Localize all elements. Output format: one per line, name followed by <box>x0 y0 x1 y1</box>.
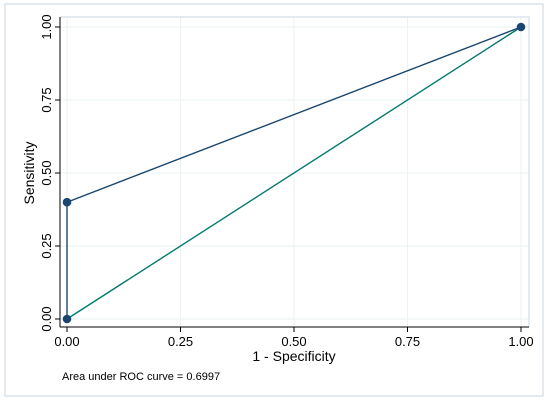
y-tick-label: 0.00 <box>39 306 54 331</box>
x-tick-label: 0.75 <box>395 334 420 349</box>
plot-series <box>62 22 526 324</box>
outer-frame <box>4 3 544 397</box>
roc-point <box>62 314 72 324</box>
grid-lines <box>60 17 529 327</box>
y-tick-label: 0.75 <box>39 87 54 112</box>
roc-point <box>62 197 72 207</box>
y-tick-label: 0.50 <box>39 160 54 185</box>
x-tick-label: 1.00 <box>508 334 533 349</box>
x-tick-label: 0.00 <box>54 334 79 349</box>
roc-point <box>516 22 526 32</box>
y-axis-ticks: 0.00 0.25 0.50 0.75 1.00 <box>39 14 60 332</box>
x-tick-label: 0.25 <box>168 334 193 349</box>
y-axis-title: Sensitivity <box>21 141 37 204</box>
reference-line-line <box>66 26 522 320</box>
auc-annotation: Area under ROC curve = 0.6997 <box>62 371 220 383</box>
x-axis-title: 1 - Specificity <box>252 348 335 364</box>
x-tick-label: 0.50 <box>281 334 306 349</box>
y-tick-label: 1.00 <box>39 14 54 39</box>
y-tick-label: 0.25 <box>39 233 54 258</box>
x-axis-ticks: 0.00 0.25 0.50 0.75 1.00 <box>54 327 534 349</box>
